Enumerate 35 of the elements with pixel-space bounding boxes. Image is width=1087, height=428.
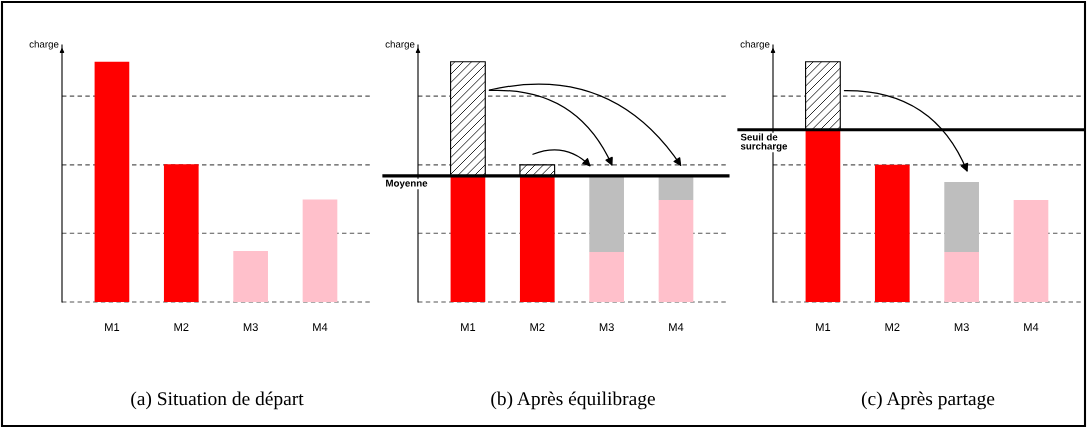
x-tick-label: M1 [816,323,831,331]
bar [450,175,486,302]
x-tick-label: M4 [313,323,328,331]
bar [233,251,268,302]
bar [1013,199,1049,302]
bar [658,199,694,302]
bar [589,175,624,253]
y-axis-title: charge [385,40,415,50]
x-tick-label: M3 [599,323,614,331]
x-tick-label: M2 [174,323,189,331]
x-tick-label: M4 [1024,323,1039,331]
bar [94,61,130,302]
x-axis-title: (a) Situation de départ [131,391,304,410]
x-tick-label: M1 [461,323,476,331]
x-tick-label: M3 [954,323,969,331]
x-tick-label: M3 [243,323,258,331]
bar [519,175,555,302]
ref-line-label: Moyenne [386,179,428,189]
x-axis-title: (c) Après partage [861,391,995,410]
bar [163,164,199,302]
x-tick-label: M4 [669,323,684,331]
bar [944,181,979,253]
y-axis-title: charge [740,40,770,50]
bar [658,175,694,200]
y-axis-title: charge [29,40,59,50]
x-tick-label: M2 [530,323,545,331]
x-tick-label: M1 [105,323,120,331]
ref-line-label: Seuil de surcharge [740,133,788,152]
bar [874,164,910,302]
bar [302,199,338,302]
x-axis-title: (b) Après équilibrage [491,391,655,410]
bar [805,129,841,302]
x-tick-label: M2 [885,323,900,331]
bar [944,252,979,302]
bar [589,252,624,302]
